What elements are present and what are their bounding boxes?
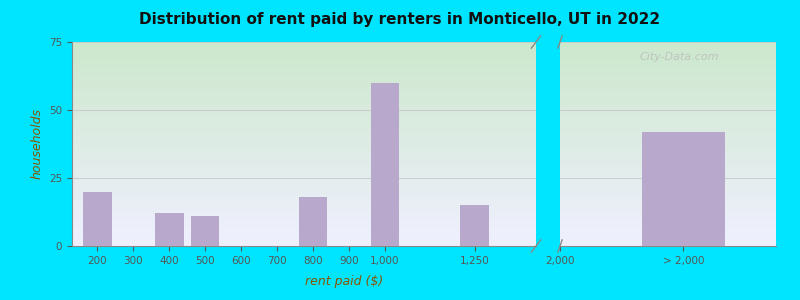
Bar [642, 132, 725, 246]
Text: Distribution of rent paid by renters in Monticello, UT in 2022: Distribution of rent paid by renters in … [139, 12, 661, 27]
Bar [370, 83, 399, 246]
Text: rent paid ($): rent paid ($) [305, 275, 383, 288]
Text: City-Data.com: City-Data.com [639, 52, 718, 62]
Bar [154, 213, 183, 246]
Y-axis label: households: households [30, 109, 43, 179]
Bar [190, 216, 219, 246]
Bar [298, 197, 327, 246]
Bar [82, 192, 111, 246]
Bar [461, 205, 490, 246]
